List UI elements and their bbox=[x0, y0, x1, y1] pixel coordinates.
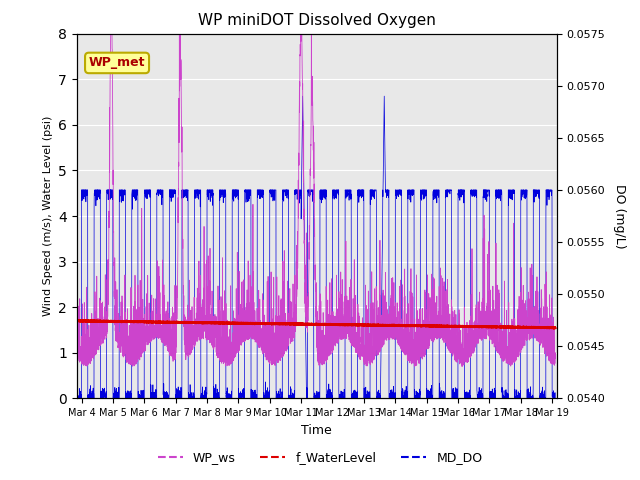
Legend: WP_ws, f_WaterLevel, MD_DO: WP_ws, f_WaterLevel, MD_DO bbox=[152, 446, 488, 469]
Y-axis label: Wind Speed (m/s), Water Level (psi): Wind Speed (m/s), Water Level (psi) bbox=[43, 116, 52, 316]
Title: WP miniDOT Dissolved Oxygen: WP miniDOT Dissolved Oxygen bbox=[198, 13, 436, 28]
X-axis label: Time: Time bbox=[301, 424, 332, 437]
Text: WP_met: WP_met bbox=[89, 57, 145, 70]
Y-axis label: DO (mg/L): DO (mg/L) bbox=[613, 184, 626, 248]
